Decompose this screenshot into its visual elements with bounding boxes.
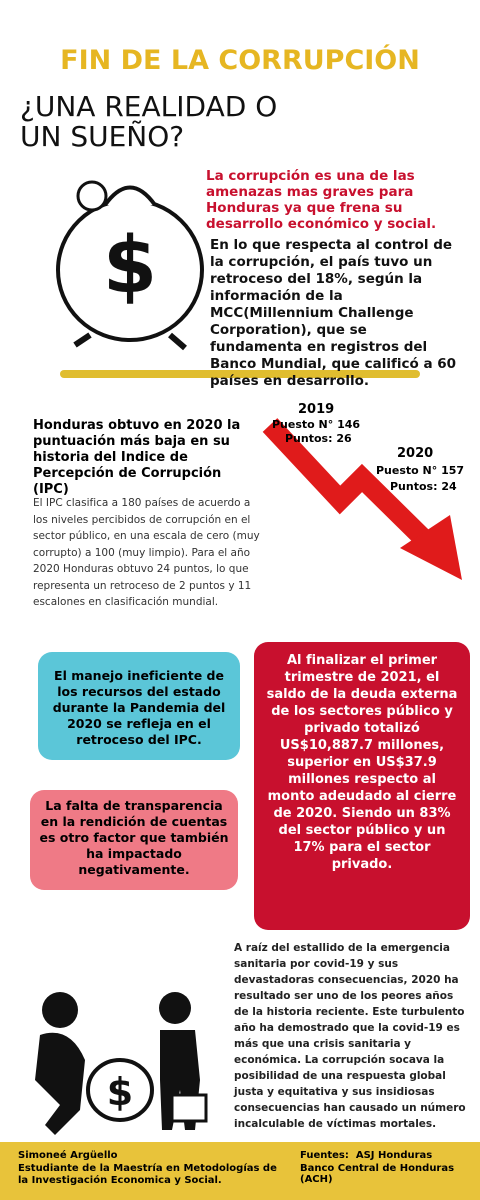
subtitle: ¿UNA REALIDAD O UN SUEÑO? [20, 90, 278, 153]
red-box [254, 642, 470, 930]
year: 2020 [397, 446, 434, 461]
intro-body: En lo que respecta al control de la corr… [210, 237, 457, 389]
svg-text:$: $ [107, 1070, 133, 1114]
money-bag-illustration: $ [56, 180, 204, 351]
intro-highlight: La corrupción es una de las amenazas mas… [206, 168, 437, 232]
divider [60, 370, 420, 378]
bribe-illustration: $ [35, 992, 208, 1135]
author: Simoneé Argüello [18, 1150, 118, 1161]
closing-body: A raíz del estallido de la emergencia sa… [234, 942, 466, 1130]
affiliation: Estudiante de la Maestría en Metodología… [18, 1163, 277, 1186]
sources: Banco Central de Honduras (ACH) [300, 1163, 455, 1185]
sources: Fuentes: ASJ Honduras [300, 1150, 433, 1161]
title: FIN DE LA CORRUPCIÓN [60, 45, 420, 76]
footer [0, 1142, 480, 1200]
rank: Puesto N° 146 [272, 418, 361, 431]
points: Puntos: 26 [285, 432, 352, 445]
svg-text:$: $ [103, 221, 157, 311]
ipc-heading: Honduras obtuvo en 2020 la puntuación má… [33, 418, 241, 497]
rank: Puesto N° 157 [376, 464, 465, 477]
red-box-text: Al finalizar el primer trimestre de 2021… [266, 653, 458, 872]
decline-arrow [262, 418, 462, 580]
blue-box-text: El manejo ineficiente de los recursos de… [52, 668, 226, 747]
points: Puntos: 24 [390, 480, 457, 493]
year: 2019 [298, 402, 335, 417]
ipc-body: El IPC clasifica a 180 países de acuerdo… [33, 497, 260, 608]
pink-box [30, 790, 238, 890]
pink-box-text: La falta de transparencia en la rendició… [39, 798, 229, 877]
blue-box [38, 652, 240, 760]
